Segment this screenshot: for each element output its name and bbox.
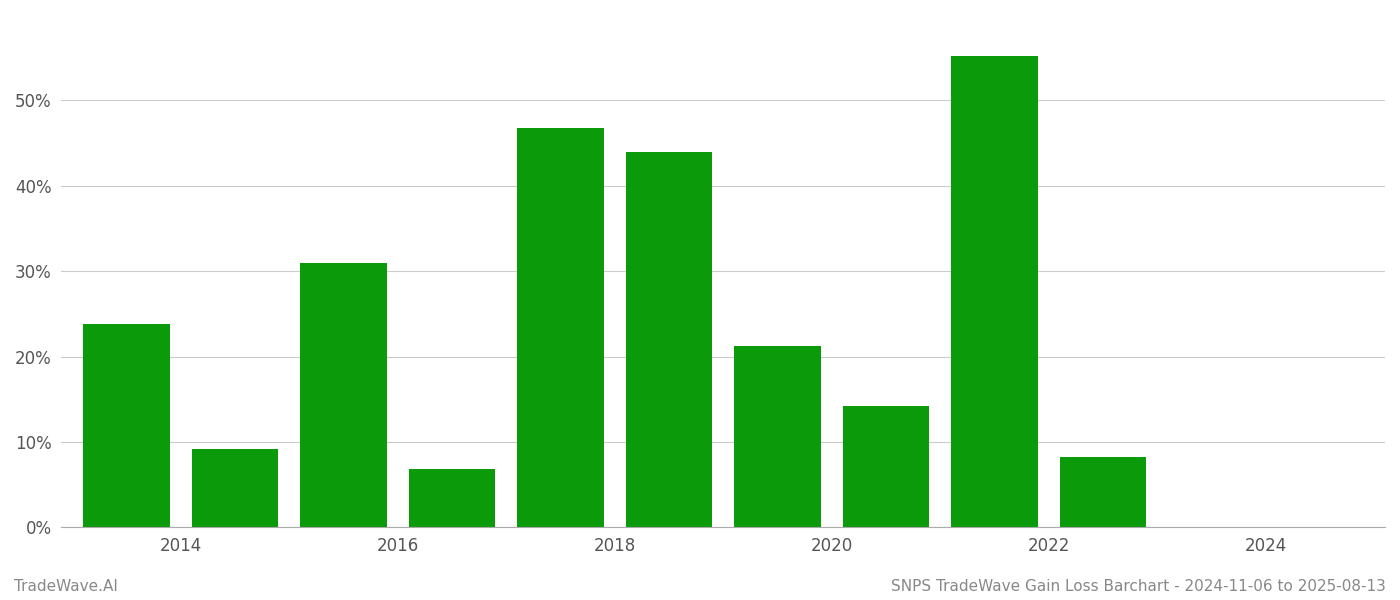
Bar <box>1060 457 1147 527</box>
Text: TradeWave.AI: TradeWave.AI <box>14 579 118 594</box>
Bar <box>300 263 386 527</box>
Bar <box>83 324 169 527</box>
Bar <box>192 449 279 527</box>
Bar <box>951 56 1037 527</box>
Bar <box>843 406 930 527</box>
Bar <box>626 152 713 527</box>
Bar <box>734 346 820 527</box>
Bar <box>517 128 603 527</box>
Text: SNPS TradeWave Gain Loss Barchart - 2024-11-06 to 2025-08-13: SNPS TradeWave Gain Loss Barchart - 2024… <box>892 579 1386 594</box>
Bar <box>409 469 496 527</box>
